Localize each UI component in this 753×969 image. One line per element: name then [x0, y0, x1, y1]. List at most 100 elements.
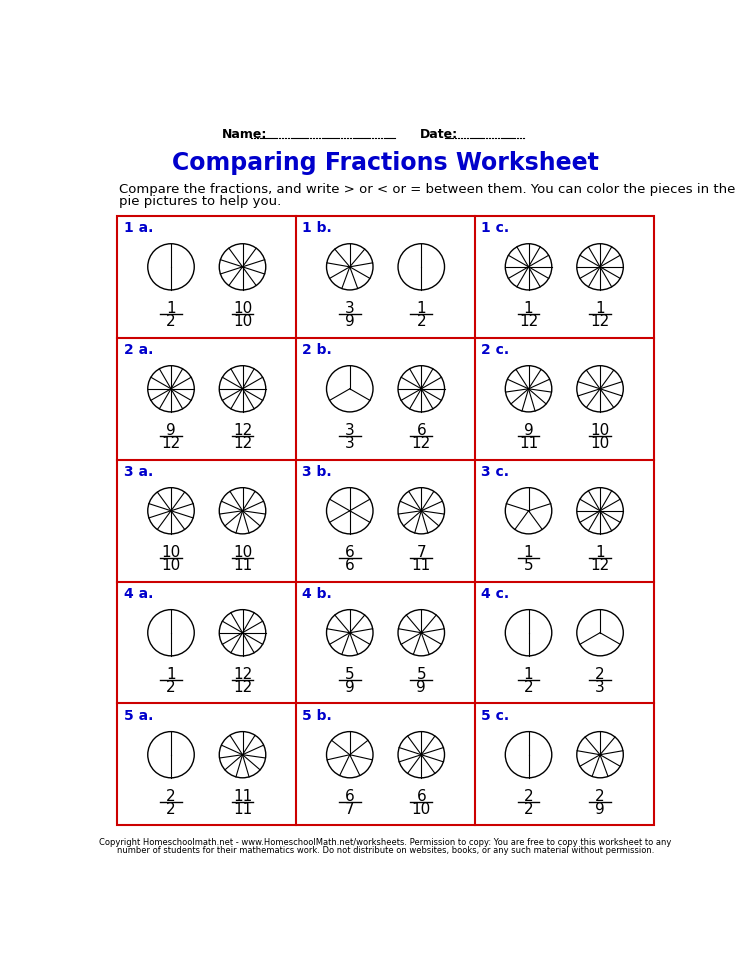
Text: 4 b.: 4 b. [303, 587, 332, 601]
Circle shape [577, 244, 623, 290]
Text: Name:: Name: [222, 128, 267, 141]
Text: 10: 10 [233, 314, 252, 328]
Text: 11: 11 [233, 558, 252, 573]
Text: 7: 7 [345, 801, 355, 817]
Text: 11: 11 [519, 436, 538, 451]
Text: 12: 12 [590, 314, 610, 328]
Text: 3: 3 [595, 680, 605, 695]
Text: 10: 10 [590, 436, 610, 451]
Text: 3 a.: 3 a. [123, 465, 153, 479]
Text: 10: 10 [161, 558, 181, 573]
Circle shape [577, 610, 623, 656]
Text: 5 c.: 5 c. [481, 708, 509, 723]
Text: 2: 2 [166, 801, 175, 817]
Text: 9: 9 [595, 801, 605, 817]
Text: 10: 10 [590, 422, 610, 438]
Circle shape [219, 487, 266, 534]
Circle shape [148, 365, 194, 412]
Text: 9: 9 [523, 422, 533, 438]
Text: 1: 1 [166, 667, 175, 682]
Text: Copyright Homeschoolmath.net - www.HomeschoolMath.net/worksheets. Permission to : Copyright Homeschoolmath.net - www.Homes… [99, 838, 672, 847]
Text: 12: 12 [519, 314, 538, 328]
Circle shape [505, 365, 552, 412]
Text: 1 b.: 1 b. [303, 221, 332, 234]
Text: 4 c.: 4 c. [481, 587, 509, 601]
Text: 6: 6 [345, 545, 355, 560]
Text: 6: 6 [345, 789, 355, 803]
Circle shape [327, 610, 373, 656]
Text: 2: 2 [166, 789, 175, 803]
Text: 11: 11 [233, 801, 252, 817]
Text: 1: 1 [416, 300, 426, 316]
Text: 6: 6 [345, 558, 355, 573]
Circle shape [219, 610, 266, 656]
Text: 2: 2 [595, 667, 605, 682]
Text: 7: 7 [416, 545, 426, 560]
Text: 10: 10 [233, 300, 252, 316]
Text: 2 b.: 2 b. [303, 343, 332, 357]
Circle shape [219, 732, 266, 778]
Circle shape [219, 365, 266, 412]
Circle shape [398, 732, 444, 778]
Text: 1: 1 [595, 300, 605, 316]
Text: 11: 11 [412, 558, 431, 573]
Text: 5: 5 [524, 558, 533, 573]
Circle shape [505, 487, 552, 534]
Text: 6: 6 [416, 422, 426, 438]
Circle shape [219, 244, 266, 290]
Text: 9: 9 [345, 314, 355, 328]
Circle shape [398, 487, 444, 534]
Text: 1: 1 [524, 545, 533, 560]
Text: 6: 6 [416, 789, 426, 803]
Text: 12: 12 [590, 558, 610, 573]
Text: 2: 2 [166, 314, 175, 328]
Circle shape [327, 732, 373, 778]
Text: 12: 12 [233, 667, 252, 682]
Text: 2: 2 [524, 789, 533, 803]
Circle shape [327, 365, 373, 412]
Circle shape [577, 487, 623, 534]
Text: 10: 10 [161, 545, 181, 560]
Text: 9: 9 [166, 422, 176, 438]
Text: 12: 12 [233, 436, 252, 451]
Circle shape [398, 365, 444, 412]
Text: 3: 3 [345, 422, 355, 438]
Circle shape [505, 732, 552, 778]
Text: 4 a.: 4 a. [123, 587, 153, 601]
Text: 1: 1 [524, 667, 533, 682]
Text: 10: 10 [233, 545, 252, 560]
Circle shape [148, 610, 194, 656]
Text: 9: 9 [345, 680, 355, 695]
Text: 12: 12 [233, 422, 252, 438]
Text: 2 c.: 2 c. [481, 343, 509, 357]
Circle shape [148, 244, 194, 290]
Circle shape [148, 487, 194, 534]
Text: 3: 3 [345, 300, 355, 316]
Circle shape [327, 487, 373, 534]
Text: pie pictures to help you.: pie pictures to help you. [119, 195, 281, 208]
Text: Date:: Date: [419, 128, 458, 141]
Text: 3 b.: 3 b. [303, 465, 332, 479]
Circle shape [577, 365, 623, 412]
Text: Compare the fractions, and write > or < or = between them. You can color the pie: Compare the fractions, and write > or < … [119, 183, 735, 196]
Text: 1 c.: 1 c. [481, 221, 509, 234]
Circle shape [398, 244, 444, 290]
Text: 5 a.: 5 a. [123, 708, 153, 723]
Text: 2: 2 [416, 314, 426, 328]
Text: 12: 12 [161, 436, 181, 451]
Text: 2: 2 [166, 680, 175, 695]
Text: 3: 3 [345, 436, 355, 451]
Text: 12: 12 [233, 680, 252, 695]
Text: number of students for their mathematics work. Do not distribute on websites, bo: number of students for their mathematics… [117, 846, 654, 855]
Circle shape [148, 732, 194, 778]
Text: 2 a.: 2 a. [123, 343, 153, 357]
Text: 12: 12 [412, 436, 431, 451]
Text: Comparing Fractions Worksheet: Comparing Fractions Worksheet [172, 151, 599, 175]
Text: 11: 11 [233, 789, 252, 803]
Text: 5: 5 [416, 667, 426, 682]
Text: 9: 9 [416, 680, 426, 695]
Text: 10: 10 [412, 801, 431, 817]
Text: 1: 1 [595, 545, 605, 560]
Text: 1: 1 [524, 300, 533, 316]
Circle shape [577, 732, 623, 778]
